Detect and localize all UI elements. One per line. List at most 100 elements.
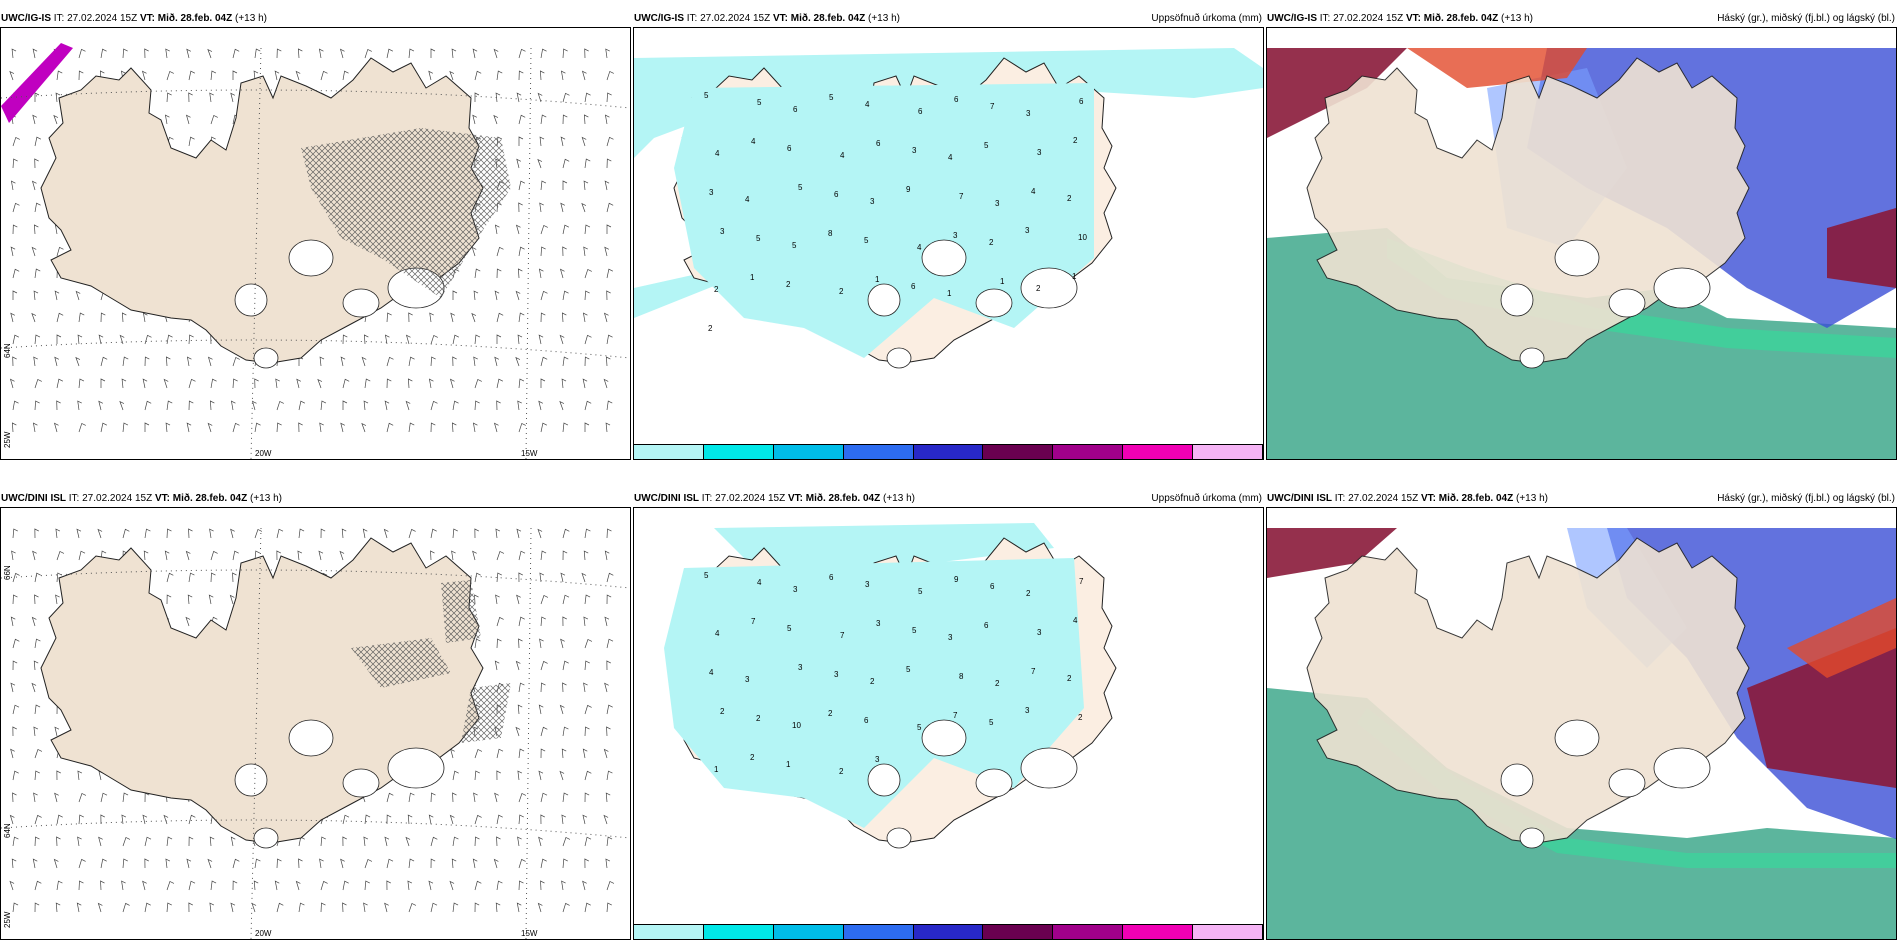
wind-barb-icon [78,550,86,561]
wind-barb-icon [582,312,588,323]
grid-line [250,47,262,459]
wind-barb-icon [584,726,590,737]
wind-barb-icon [518,880,524,891]
wind-barb-icon [232,880,238,891]
wind-barb-icon [496,550,505,561]
wind-barb-icon [562,180,568,190]
precip-value-label: 4 [757,578,762,587]
wind-barb-icon [142,880,147,891]
precip-value-label: 7 [1031,667,1036,676]
wind-barb-icon [473,356,478,367]
glacier-outline [1020,267,1078,309]
wind-barb-icon [31,616,37,627]
wind-barb-icon [10,682,16,693]
map-cloud-frame[interactable] [1266,27,1897,460]
wind-barb-icon [518,114,526,125]
precip-value-label: 7 [1079,577,1084,586]
wind-barb-icon [32,48,38,59]
wind-barb-icon [33,356,38,367]
wind-barb-icon [188,70,196,81]
colorbar [634,444,1263,459]
wind-barb-icon [605,422,611,433]
wind-barb-icon [493,422,499,433]
wind-barb-icon [100,814,105,825]
wind-barb-icon [34,528,39,539]
wind-barb-icon [78,792,87,803]
precip-value-label: 5 [756,234,761,243]
wind-barb-icon [606,268,614,279]
wind-barb-icon [495,528,501,539]
precip-value-label: 6 [787,144,792,153]
wind-barb-icon [254,422,261,433]
wind-barb-icon [430,836,438,847]
wind-barb-icon [342,334,348,345]
map-precip-frame[interactable]: 5 5 6 5 4 6 6 7 3 6 4 4 6 4 6 3 4 5 3 2 3 4 5 6 3 9 7 3 4 2 3 5 5 8 5 4 3 2 3 1… [633,27,1264,460]
map-wind-frame[interactable]: 66N 20W 15W 64N 25W [0,507,631,940]
wind-barb-icon [474,836,480,847]
wind-barb-icon [34,158,39,169]
wind-barb-icon [449,378,455,389]
glacier-outline [1519,347,1545,369]
wind-barb-icon [606,400,613,411]
wind-barb-icon [494,792,499,803]
wind-barb-icon [364,48,372,59]
glacier-outline [1020,747,1078,789]
wind-barb-icon [276,528,284,539]
precip-value-label: 2 [989,238,994,247]
wind-barb-icon [276,422,282,433]
wind-barb-icon [320,836,326,847]
wind-barb-icon [408,356,415,367]
wind-barb-icon [584,224,591,235]
precip-value-label: 2 [756,714,761,723]
map-wind-frame[interactable]: 20W 15W 64N 25W [0,27,631,460]
precip-value-label: 1 [1000,277,1005,286]
wind-barb-icon [121,814,127,825]
wind-barb-icon [407,814,413,825]
precip-value-label: 5 [906,665,911,674]
wind-barb-icon [34,638,41,649]
precip-value-label: 2 [995,679,1000,688]
wind-barb-icon [100,880,105,891]
wind-barb-icon [473,792,478,803]
precip-value-label: 3 [1026,109,1031,118]
wind-barb-icon [562,616,567,627]
wind-barb-icon [606,224,612,234]
glacier-outline [253,827,279,849]
wind-barb-icon [361,422,367,433]
wind-barb-icon [408,48,415,59]
wind-barb-icon [78,312,85,323]
glacier-outline [1608,768,1646,798]
wind-barb-icon [76,528,82,539]
wind-barb-icon [582,814,588,825]
wind-barb-icon [496,268,502,279]
precip-map: 5 4 3 6 3 5 9 6 2 7 4 7 5 7 3 5 3 6 3 4 4 3 3 3 2 5 8 2 7 2 2 2 10 2 6 5 7 5 3… [664,523,1117,849]
grid-line [1,339,630,359]
wind-barb-icon [340,858,345,869]
colorbar-swatch [1053,445,1124,459]
wind-barb-icon [430,858,436,869]
wind-barb-icon [515,726,521,737]
map-precip-frame[interactable]: 5 4 3 6 3 5 9 6 2 7 4 7 5 7 3 5 3 6 3 4 4 3 3 3 2 5 8 2 7 2 2 2 10 2 6 5 7 5 3… [633,507,1264,940]
wind-barb-icon [318,48,324,59]
wind-barb-icon [584,158,591,169]
wind-barb-icon [98,334,104,345]
wind-barb-icon [538,770,544,781]
wind-barb-icon [540,858,547,869]
wind-barb-icon [540,814,545,825]
wind-barb-icon [342,378,350,389]
wind-barb-icon [56,880,63,891]
wind-barb-icon [144,528,151,539]
map-cloud-frame[interactable] [1266,507,1897,940]
wind-barb-icon [496,836,501,847]
wind-barb-icon [518,616,525,627]
wind-barb-icon [230,528,235,539]
panel-header: UWC/DINI ISL IT: 27.02.2024 15Z VT: Mið.… [634,493,915,504]
wind-barb-icon [560,136,566,147]
wind-barb-icon [31,682,37,693]
wind-barb-icon [516,92,522,103]
wind-barb-icon [606,528,612,539]
glacier-outline [1519,827,1545,849]
wind-barb-icon [12,594,18,605]
wind-barb-icon [474,638,481,649]
precip-value-label: 3 [1037,148,1042,157]
